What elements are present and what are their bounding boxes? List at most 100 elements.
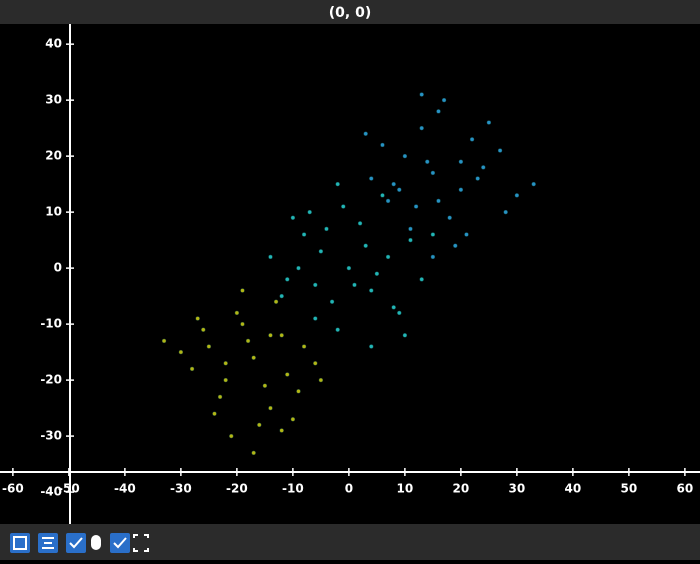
checkbox[interactable] (110, 533, 130, 553)
point (279, 428, 284, 433)
point (369, 288, 374, 293)
point (531, 181, 536, 187)
point (223, 377, 228, 383)
point (514, 193, 520, 198)
point (206, 344, 212, 349)
x-tick-label: -30 (170, 482, 192, 496)
y-tick-label: 40 (45, 37, 62, 51)
point (335, 327, 340, 332)
mouse-icon (91, 535, 101, 550)
point (380, 142, 385, 148)
y-tick-label: 20 (45, 149, 62, 163)
y-tick-label: -20 (40, 373, 62, 387)
toolbar (0, 524, 700, 560)
point (217, 394, 223, 400)
point (486, 120, 492, 125)
point (307, 209, 312, 215)
point (469, 137, 475, 142)
point (369, 176, 374, 181)
chart-title: (0, 0) (329, 5, 371, 21)
point (296, 265, 301, 271)
point (436, 109, 441, 114)
x-tick-label: 0 (345, 482, 353, 496)
point (363, 131, 368, 136)
point (464, 232, 469, 237)
point (453, 243, 458, 248)
point (447, 215, 452, 220)
fit-button[interactable] (10, 533, 30, 553)
point (430, 254, 436, 260)
point (408, 237, 413, 243)
point (346, 265, 352, 271)
point (161, 338, 167, 344)
x-tick-label: -20 (226, 482, 248, 496)
point (458, 187, 464, 192)
title-bar (0, 0, 700, 24)
point (402, 333, 408, 338)
point (419, 277, 424, 282)
checkbox[interactable] (66, 533, 86, 553)
point (413, 204, 419, 209)
point (262, 383, 268, 388)
x-tick-label: 60 (677, 482, 694, 496)
point (329, 299, 335, 304)
point (503, 209, 508, 215)
point (380, 193, 385, 198)
fullscreen-icon[interactable] (133, 534, 149, 552)
point (212, 411, 217, 416)
point (481, 165, 486, 170)
x-tick-label: -60 (2, 482, 24, 496)
point (357, 221, 363, 226)
point (408, 226, 413, 232)
point (397, 187, 402, 192)
point (497, 148, 503, 153)
point (318, 249, 324, 254)
x-tick-label: -10 (282, 482, 304, 496)
point (425, 159, 430, 164)
point (391, 181, 396, 187)
point (268, 405, 273, 411)
point (397, 310, 402, 316)
point (385, 198, 391, 204)
point (229, 433, 234, 439)
point (324, 226, 329, 232)
point (301, 232, 307, 237)
point (290, 417, 296, 422)
point (391, 305, 396, 310)
point (419, 92, 424, 97)
point (245, 338, 251, 344)
x-tick-label: 50 (621, 482, 638, 496)
point (195, 316, 200, 321)
point (313, 282, 318, 288)
y-tick-label: 30 (45, 93, 62, 107)
point (279, 293, 284, 299)
x-tick-label: 10 (397, 482, 414, 496)
x-tick-label: -40 (114, 482, 136, 496)
point (285, 277, 290, 282)
plot-area (0, 24, 700, 524)
point (385, 254, 391, 260)
point (301, 344, 307, 349)
point (268, 333, 273, 338)
point (178, 349, 184, 355)
point (285, 372, 290, 377)
plot-layer (161, 92, 536, 456)
autofit-button[interactable] (38, 533, 58, 553)
point (419, 125, 424, 131)
point (402, 153, 408, 159)
point (313, 361, 318, 366)
y-tick-label: 0 (54, 261, 62, 275)
point (475, 176, 480, 181)
point (251, 450, 256, 456)
point (234, 310, 240, 316)
point (240, 288, 245, 293)
point (268, 254, 273, 260)
point (290, 215, 296, 220)
y-tick-label: -40 (40, 485, 62, 499)
x-tick-label: 20 (453, 482, 470, 496)
point (201, 327, 206, 332)
point (273, 299, 279, 304)
y-tick-label: -30 (40, 429, 62, 443)
